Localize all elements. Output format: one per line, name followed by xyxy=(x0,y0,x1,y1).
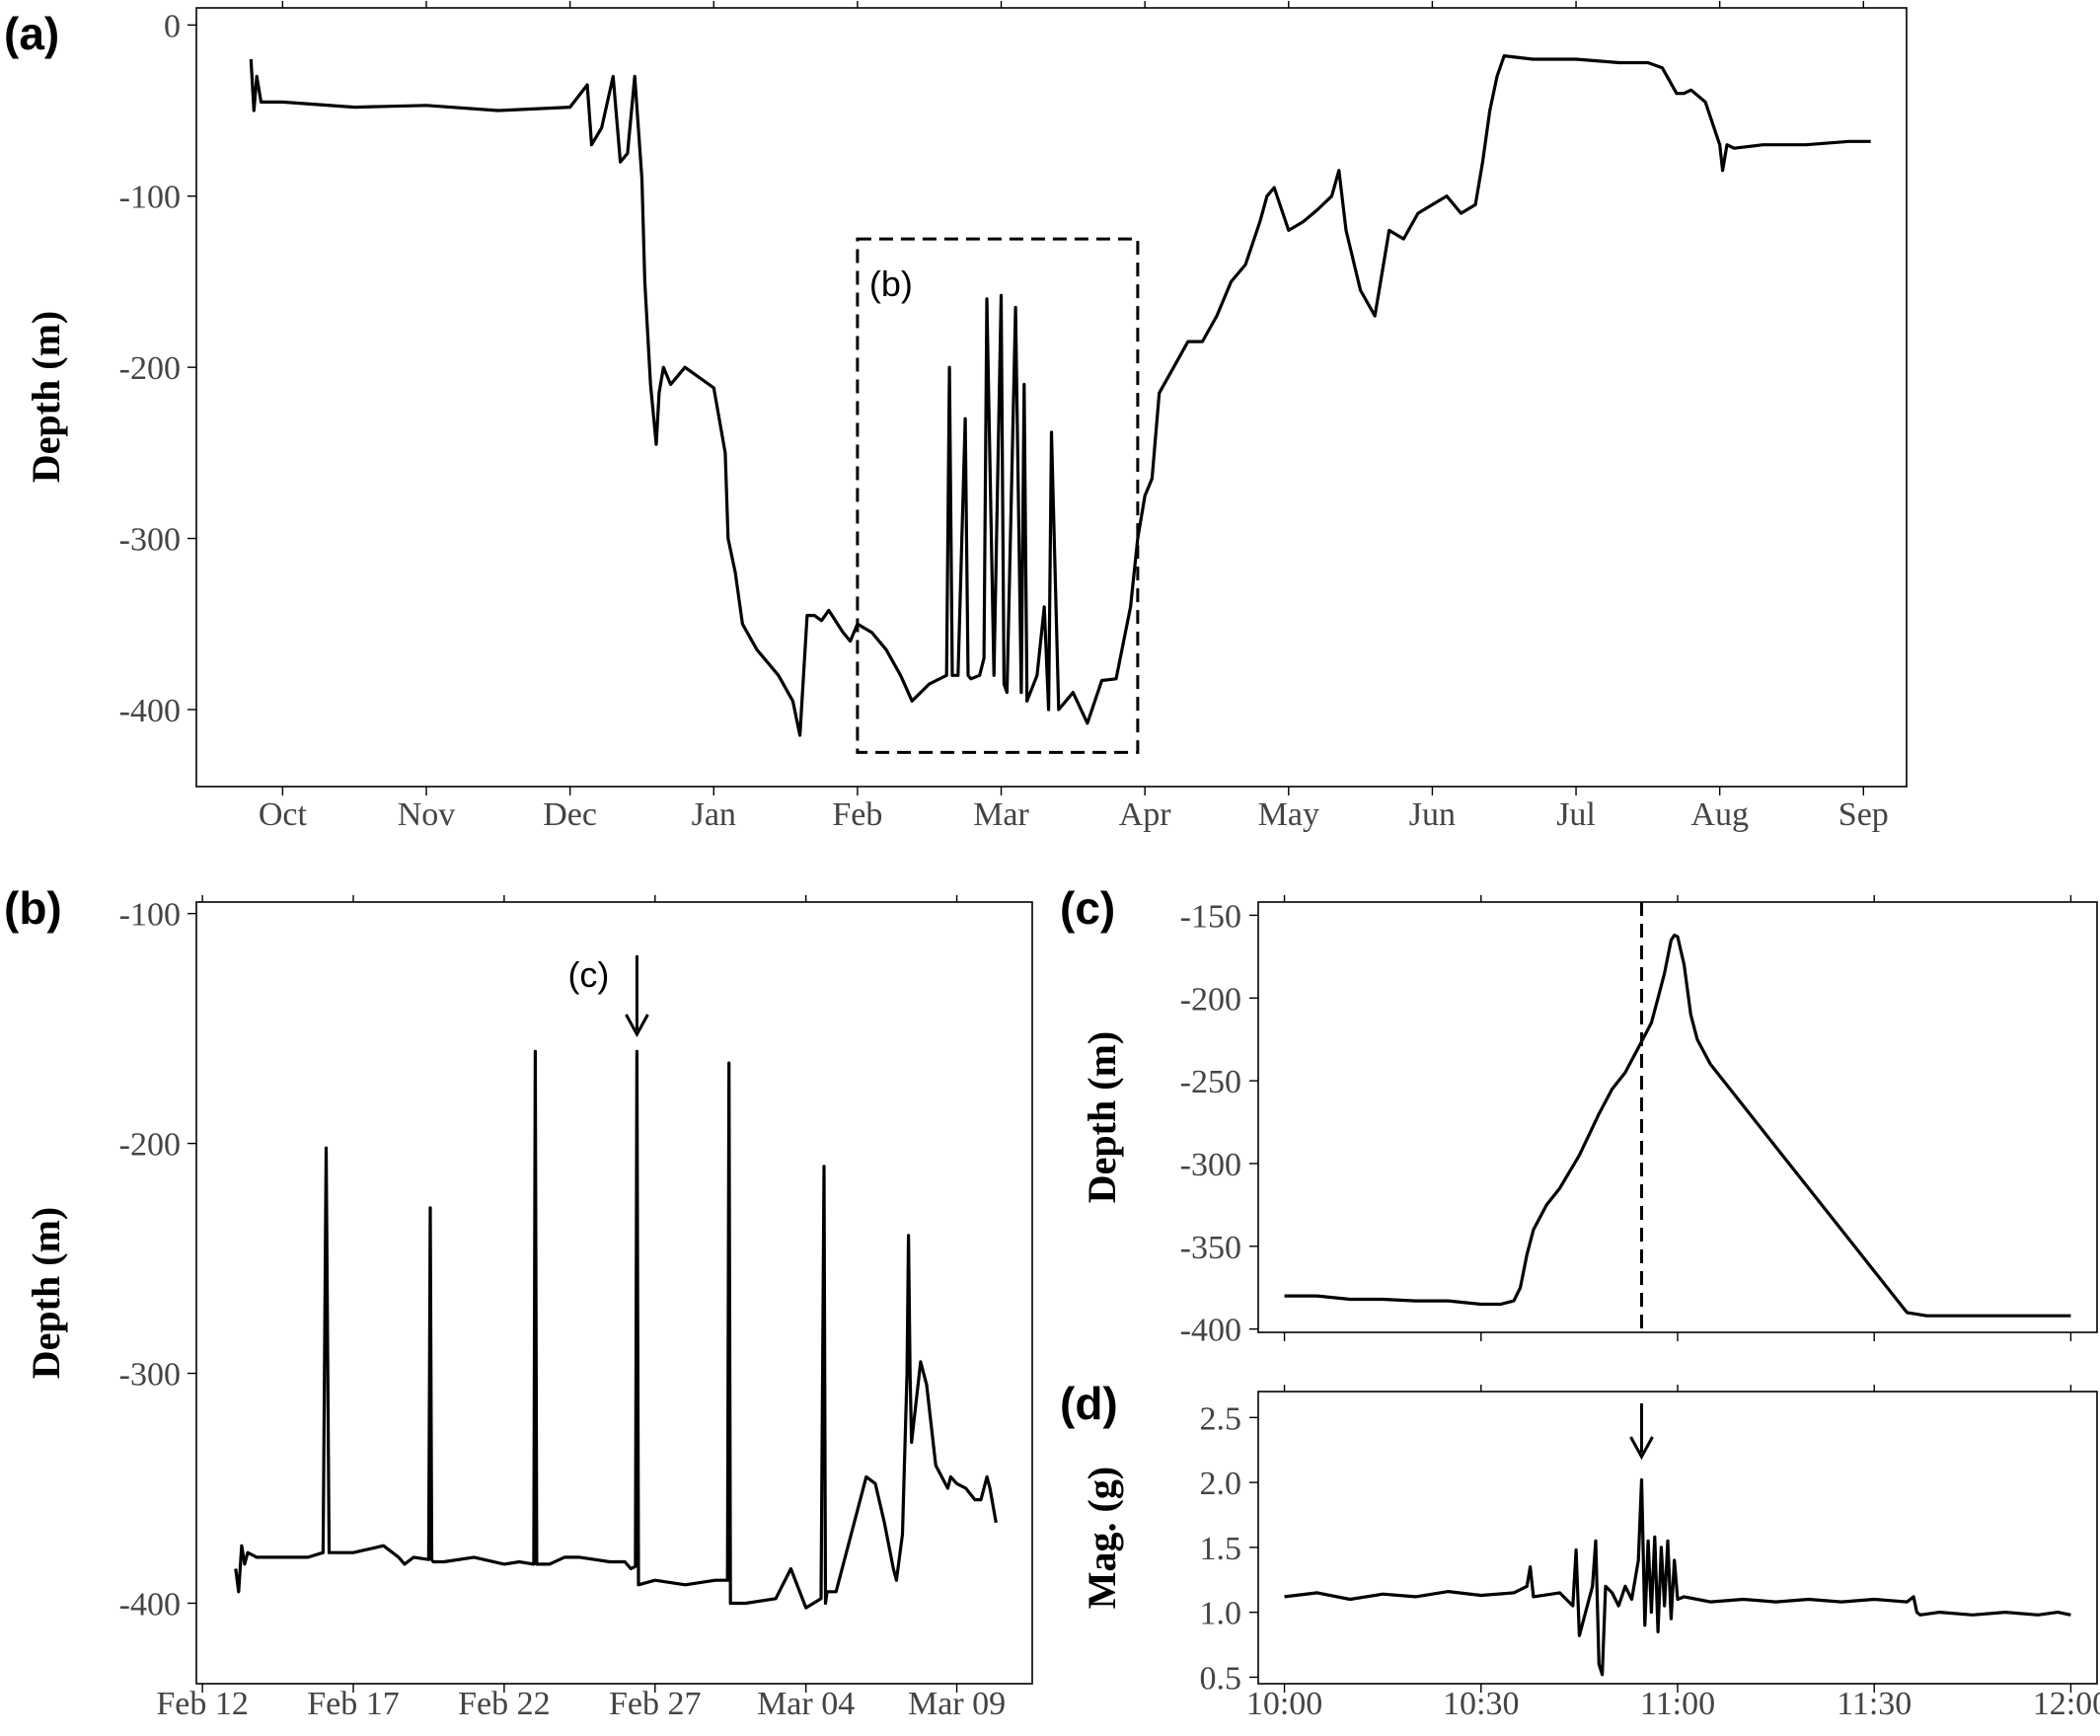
panel-letter: (a) xyxy=(4,8,59,59)
y-tick-label: -300 xyxy=(119,522,181,559)
panel-letter: (b) xyxy=(4,882,62,934)
y-tick-label: -350 xyxy=(1180,1230,1241,1266)
y-axis-label: Depth (m) xyxy=(1080,1031,1124,1203)
x-tick-label: Dec xyxy=(543,796,597,833)
arrow-d-head xyxy=(1629,1436,1654,1461)
inset-box-label: (b) xyxy=(869,264,913,304)
x-tick-label: Jul xyxy=(1556,796,1596,833)
y-tick-label: 1.5 xyxy=(1200,1531,1242,1567)
panel-letter: (d) xyxy=(1060,1378,1118,1429)
x-tick-label: Oct xyxy=(259,796,308,833)
y-tick-label: -400 xyxy=(119,693,181,729)
x-tick-label: Feb xyxy=(832,796,882,833)
y-tick-label: 2.0 xyxy=(1200,1466,1242,1502)
x-tick-label: 12:00 xyxy=(2033,1686,2100,1722)
x-tick-label: Sep xyxy=(1838,796,1889,833)
arrow-c-label: (c) xyxy=(567,954,609,995)
series-line-b-0 xyxy=(234,1049,998,1610)
y-tick-label: -100 xyxy=(119,180,181,216)
y-tick-label: -250 xyxy=(1180,1064,1241,1100)
y-tick-label: -300 xyxy=(1180,1147,1241,1183)
arrow-c-head xyxy=(625,1014,649,1038)
y-axis-label: Depth (m) xyxy=(24,1207,68,1379)
plot-frame xyxy=(195,7,1908,788)
x-tick-label: Mar 04 xyxy=(757,1686,855,1722)
y-axis-label: Mag. (g) xyxy=(1080,1467,1124,1609)
x-tick-label: Mar xyxy=(973,796,1029,833)
inset-box xyxy=(856,237,1140,754)
series-line-a-0 xyxy=(249,53,1871,737)
panel-b: (b) Depth (m) -100 -200 -300 -400 Feb 12 Feb 17… xyxy=(4,882,1033,1722)
panel-c: (c) Depth (m) -150 -200 -250 -300 -350 -400 xyxy=(1060,882,2098,1349)
x-tick-label: Feb 17 xyxy=(307,1686,400,1722)
x-tick-label: May xyxy=(1258,796,1319,833)
x-tick-label: 11:30 xyxy=(1837,1686,1912,1722)
y-tick-label: -200 xyxy=(1180,981,1241,1018)
x-tick-label: Feb 27 xyxy=(609,1686,702,1722)
x-tick-label: 10:00 xyxy=(1246,1686,1322,1722)
x-tick-label: Jan xyxy=(692,796,736,833)
y-axis-label: Depth (m) xyxy=(24,311,68,483)
y-tick-label: 2.5 xyxy=(1200,1400,1242,1437)
series-line-c-0 xyxy=(1284,933,2071,1318)
y-tick-label: -150 xyxy=(1180,898,1241,935)
x-tick-label: Jun xyxy=(1409,796,1456,833)
y-tick-label: -400 xyxy=(119,1586,181,1623)
panel-a: (a) Depth (m) 0 -100 -200 -300 -400 Oct Nov Dec Ja… xyxy=(4,1,1908,833)
x-tick-label: 10:30 xyxy=(1443,1686,1519,1722)
x-tick-label: Mar 09 xyxy=(908,1686,1006,1722)
series-line-d-0 xyxy=(1284,1477,2071,1677)
x-tick-label: Feb 12 xyxy=(156,1686,249,1722)
x-tick-label: Nov xyxy=(398,796,456,833)
y-tick-label: -200 xyxy=(119,350,181,387)
y-tick-label: -100 xyxy=(119,897,181,934)
y-tick-label: -400 xyxy=(1180,1313,1241,1349)
x-tick-label: 11:00 xyxy=(1640,1686,1715,1722)
y-tick-label: 0 xyxy=(164,8,181,44)
x-tick-label: Aug xyxy=(1690,796,1749,833)
y-tick-label: -200 xyxy=(119,1127,181,1164)
x-tick-label: Feb 22 xyxy=(458,1686,551,1722)
plot-frame xyxy=(195,901,1033,1685)
panel-d: (d) Mag. (g) 0.5 1.0 1.5 2.0 2.5 10:00 10:30 11:0… xyxy=(1060,1378,2100,1722)
panel-letter: (c) xyxy=(1060,882,1115,934)
y-tick-label: 0.5 xyxy=(1200,1660,1242,1697)
x-tick-label: Apr xyxy=(1119,796,1172,833)
y-tick-label: 1.0 xyxy=(1200,1596,1242,1632)
y-tick-label: -300 xyxy=(119,1357,181,1394)
